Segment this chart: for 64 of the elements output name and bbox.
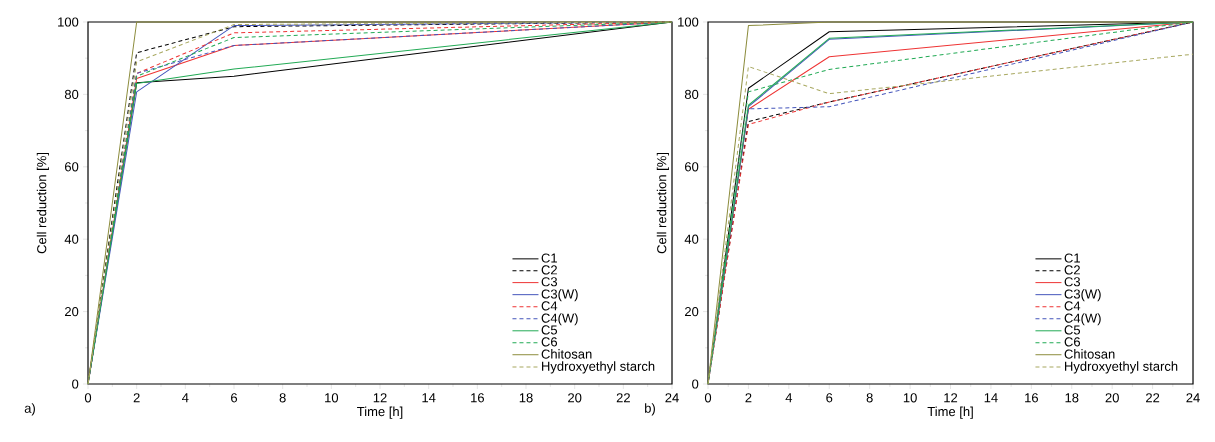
x-tick-label: 2: [133, 393, 140, 403]
legend-label: C2: [1064, 265, 1080, 275]
legend-label: C3(W): [541, 289, 578, 302]
x-tick-label: 16: [1025, 393, 1039, 403]
legend-label: C1: [541, 253, 557, 263]
x-tick-label: 10: [325, 393, 339, 403]
x-tick-label: 6: [231, 393, 238, 403]
x-tick-label: 18: [519, 393, 533, 403]
legend-label: C4(W): [1064, 313, 1101, 326]
legend-label: C1: [1064, 253, 1080, 263]
x-tick-label: 20: [568, 393, 582, 403]
x-tick-label: 0: [704, 393, 712, 403]
x-axis-title: Time [h]: [357, 406, 403, 419]
x-tick-label: 22: [1146, 393, 1160, 403]
y-tick-label: 40: [64, 234, 79, 244]
y-tick-label: 20: [65, 306, 79, 317]
x-tick-label: 14: [422, 393, 436, 403]
legend-label: C3(W): [1064, 289, 1101, 302]
legend-label: C2: [541, 265, 557, 275]
x-tick-label: 24: [665, 393, 679, 403]
legend-label: C5: [541, 325, 558, 335]
x-tick-label: 8: [279, 393, 286, 403]
y-tick-label: 100: [58, 17, 79, 27]
legend-label: C3: [1064, 277, 1081, 287]
x-tick-label: 18: [1065, 393, 1079, 403]
y-tick-label: 20: [685, 306, 699, 317]
x-tick-label: 20: [1105, 393, 1119, 403]
x-tick-label: 0: [84, 393, 92, 403]
legend-label: C4: [1064, 301, 1081, 311]
x-tick-label: 10: [903, 393, 917, 403]
x-tick-label: 12: [944, 393, 958, 403]
legend-label: C6: [1064, 337, 1081, 347]
text: b): [645, 403, 655, 416]
y-tick-label: 80: [64, 89, 79, 99]
x-tick-label: 4: [182, 393, 189, 403]
x-tick-label: 4: [785, 393, 793, 403]
legend-label: Hydroxyethyl starch: [1065, 361, 1178, 374]
legend-label: C5: [1064, 325, 1081, 335]
y-tick-label: 80: [684, 89, 699, 99]
y-tick-label: 0: [692, 379, 699, 389]
y-tick-label: 60: [65, 162, 79, 172]
y-tick-label: 100: [678, 17, 699, 27]
x-tick-label: 12: [373, 393, 387, 403]
y-tick-label: 0: [72, 379, 79, 389]
legend-label: C3: [541, 277, 558, 287]
x-tick-label: 22: [616, 393, 630, 403]
x-tick-label: 16: [471, 393, 484, 403]
x-tick-label: 24: [1186, 393, 1200, 403]
legend-label: C4(W): [541, 313, 578, 326]
legend-label: Hydroxyethyl starch: [542, 361, 655, 374]
x-axis-title: Time [h]: [927, 406, 973, 419]
x-tick-label: 2: [745, 393, 752, 403]
text: a): [24, 403, 35, 416]
legend-label: C6: [541, 337, 558, 347]
y-axis-title: Cell reduction [%]: [656, 153, 669, 254]
x-tick-label: 8: [866, 393, 873, 403]
legend-label: Chitosan: [1064, 349, 1115, 359]
y-tick-label: 60: [685, 162, 699, 172]
legend-label: Chitosan: [541, 349, 592, 359]
legend-label: C4: [541, 301, 558, 311]
y-axis-title: Cell reduction [%]: [36, 153, 49, 254]
y-tick-label: 40: [684, 234, 699, 244]
x-tick-label: 14: [984, 393, 998, 403]
x-tick-label: 6: [826, 393, 833, 403]
